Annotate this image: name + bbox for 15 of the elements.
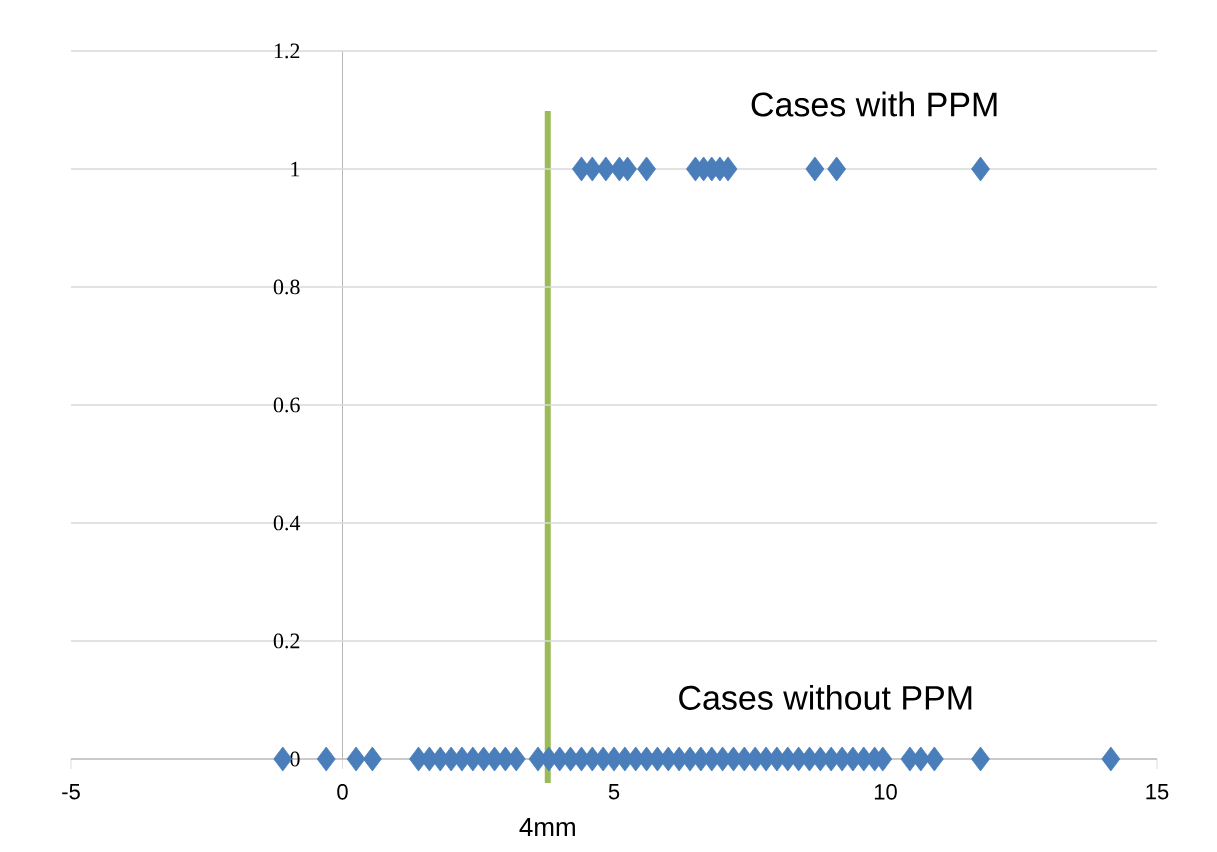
x-tick-label: 0 bbox=[337, 784, 348, 800]
x-tick-label: 15 bbox=[1146, 784, 1169, 800]
x-tick-label: 5 bbox=[608, 784, 620, 800]
y-tick-label: 0.6 bbox=[273, 397, 300, 413]
y-tick-label: 0.4 bbox=[273, 515, 301, 531]
y-tick-label: 1 bbox=[291, 161, 300, 177]
x-tick-label: -5 bbox=[62, 784, 80, 800]
y-tick-label: 0.2 bbox=[273, 633, 300, 649]
ref-line-label: 4mm bbox=[519, 818, 575, 836]
annotation: Cases without PPM bbox=[679, 684, 972, 710]
x-tick-label: 10 bbox=[874, 784, 897, 800]
annotation: Cases with PPM bbox=[751, 91, 997, 117]
y-tick-label: 1.2 bbox=[274, 43, 300, 59]
y-tick-label: 0 bbox=[290, 751, 300, 767]
y-tick-label: 0.8 bbox=[273, 279, 300, 295]
